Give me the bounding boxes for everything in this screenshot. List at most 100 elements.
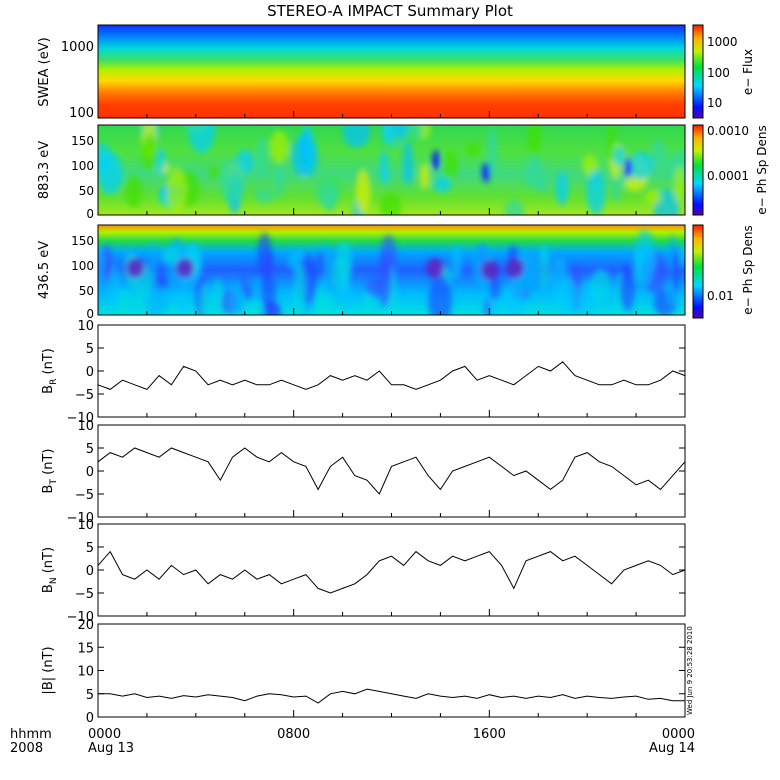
pad883-cell xyxy=(486,126,499,174)
pad883-cell xyxy=(166,166,187,214)
pad436-cell xyxy=(98,249,105,299)
pad883-colorbar xyxy=(692,124,704,216)
pad436-cell xyxy=(681,243,685,269)
pad436-cell xyxy=(254,278,260,303)
pad436-cell xyxy=(260,274,276,311)
pad883-cell xyxy=(141,134,159,171)
pad436-cbar-tick-001: 0.01 xyxy=(707,289,734,303)
pad436-cell xyxy=(490,274,501,301)
bn-frame xyxy=(97,523,686,617)
pad436-ytick-0: 0 xyxy=(86,307,94,321)
pad436-cell xyxy=(335,241,353,283)
swea-ylabel: SWEA (eV) xyxy=(37,37,52,106)
x-tick-label: 0000 xyxy=(88,727,121,742)
pad436-cbar-label: e− Ph Sp Dens xyxy=(741,225,755,314)
bt-frame xyxy=(97,424,686,518)
pad436-cell xyxy=(558,279,579,315)
bt-ytick-label: 5 xyxy=(86,442,94,457)
pad436-cell xyxy=(179,288,188,315)
bn-ylabel: BN (nT) xyxy=(41,547,59,593)
bn-panel: 10 5 0 −5 −10 BN (nT) xyxy=(41,518,686,625)
pad883-cell xyxy=(527,125,541,157)
pad883-panel: 883.3 eV 150 100 50 0 0.0010 0.0001 e− P… xyxy=(37,124,769,221)
pad883-cell xyxy=(419,163,430,189)
pad883-cell xyxy=(442,148,459,181)
bmag-ylabel: |B| (nT) xyxy=(41,646,56,694)
swea-colorbar xyxy=(692,24,704,119)
br-series-line xyxy=(97,361,686,390)
bt-ytick-label: 0 xyxy=(86,465,94,480)
pad883-cell xyxy=(406,125,424,139)
pad436-cell xyxy=(313,250,327,277)
bn-ytick-label: 0 xyxy=(86,564,94,579)
pad883-cell xyxy=(607,125,616,162)
bn-ytick-label: 5 xyxy=(86,541,94,556)
pad883-cell xyxy=(275,163,285,198)
pad883-cell xyxy=(612,145,626,167)
x-tick-date: Aug 14 xyxy=(649,741,695,756)
br-ytick-label: 5 xyxy=(86,342,94,357)
pad883-cell xyxy=(628,151,654,180)
pad883-ytick-150: 150 xyxy=(71,134,94,148)
x-tick-label: 0800 xyxy=(277,727,310,742)
br-frame xyxy=(97,324,686,418)
pad883-cell xyxy=(125,175,143,208)
pad883-cbar-label: e− Ph Sp Dens xyxy=(755,125,769,214)
pad883-cell xyxy=(433,176,452,193)
pad883-cell xyxy=(524,155,544,190)
bt-series-line xyxy=(97,447,686,495)
pad883-cell xyxy=(465,141,481,157)
pad883-cell xyxy=(650,139,668,170)
bmag-series-line xyxy=(98,688,685,704)
pad436-cell xyxy=(244,283,253,301)
pad436-panel: 436.5 eV 150 100 50 0 0.01 e− Ph Sp Dens xyxy=(37,224,755,321)
pad436-cell xyxy=(428,275,452,315)
pad883-cell xyxy=(342,125,371,148)
br-ytick-label: 0 xyxy=(86,365,94,380)
pad436-cell xyxy=(144,285,168,315)
pad883-cell xyxy=(254,187,276,203)
pad883-cell xyxy=(184,125,205,133)
pad436-texture xyxy=(98,229,685,315)
swea-panel: SWEA (eV) 1000 100 1000 100 10 e− Flux xyxy=(37,24,755,121)
bmag-ytick-label: 20 xyxy=(77,618,94,633)
pad883-cell xyxy=(482,162,490,182)
timestamp: Wed Jun 9 20:53:28 2010 xyxy=(686,626,694,715)
pad436-cell xyxy=(538,245,551,290)
pad883-cell xyxy=(586,170,606,215)
pad436-cell xyxy=(117,288,133,314)
bn-series-line xyxy=(97,550,686,594)
bmag-ytick-label: 0 xyxy=(86,711,94,726)
bt-ytick-label: −10 xyxy=(67,511,94,526)
pad436-cell xyxy=(483,297,492,315)
br-panel: 10 5 0 −5 −10 BR (nT) xyxy=(41,319,686,426)
pad883-cell xyxy=(255,136,269,176)
pad436-cell xyxy=(176,258,194,278)
bmag-panel: 20 15 10 5 0 |B| (nT) xyxy=(41,618,686,726)
pad436-cell xyxy=(590,268,611,302)
plot-title: STEREO-A IMPACT Summary Plot xyxy=(267,2,513,20)
pad883-cell xyxy=(673,166,685,203)
pad436-cell xyxy=(108,265,122,304)
pad436-cell xyxy=(426,258,444,278)
bmag-ytick-label: 5 xyxy=(86,688,94,703)
year-label: 2008 xyxy=(10,741,43,756)
pad883-cell xyxy=(504,199,525,215)
pad883-ylabel: 883.3 eV xyxy=(37,141,52,199)
pad436-cell xyxy=(199,283,212,315)
bn-ytick-label: 10 xyxy=(77,518,94,533)
swea-cbar-tick-1000: 1000 xyxy=(707,35,738,49)
pad883-cell xyxy=(98,152,123,195)
pad436-cell xyxy=(265,250,274,279)
pad883-ytick-50: 50 xyxy=(79,184,94,198)
br-ylabel: BR (nT) xyxy=(41,348,59,394)
bn-ytick-label: −5 xyxy=(75,587,94,602)
x-tick-label: 1600 xyxy=(473,727,506,742)
br-ytick-label: −10 xyxy=(67,411,94,426)
pad883-cbar-tick-00001: 0.0001 xyxy=(707,169,749,183)
pad883-cell xyxy=(380,192,402,215)
pad436-cell xyxy=(213,278,222,307)
swea-heatmap xyxy=(98,25,685,118)
